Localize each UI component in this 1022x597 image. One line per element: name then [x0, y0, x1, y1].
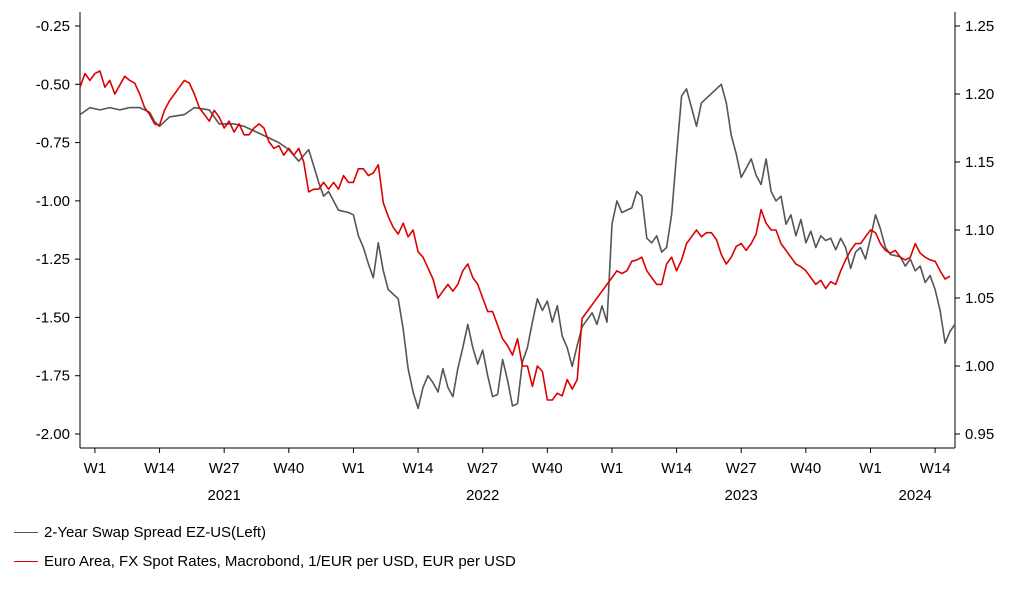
left-tick-label: -1.50: [36, 309, 70, 326]
x-tick-label: W1: [601, 460, 624, 477]
left-axis: -0.25 -0.50 -0.75 -1.00 -1.25 -1.50 -1.75 -2.00: [36, 12, 81, 448]
series-line-swap-spread: [79, 83, 956, 410]
right-tick-label: 1.00: [965, 358, 994, 375]
legend-label-swap-spread: 2-Year Swap Spread EZ-US(Left): [44, 524, 267, 541]
legend-label-fx-spot: Euro Area, FX Spot Rates, Macrobond, 1/E…: [44, 553, 516, 570]
x-tick-label: W14: [920, 460, 951, 477]
x-tick-label: W14: [661, 460, 692, 477]
x-year-label: 2023: [725, 487, 758, 504]
x-tick-label: W14: [144, 460, 175, 477]
x-year-label: 2024: [899, 487, 932, 504]
right-tick-label: 1.25: [965, 18, 994, 35]
right-tick-label: 0.95: [965, 426, 994, 443]
left-tick-label: -1.75: [36, 368, 70, 385]
x-tick-label: W27: [467, 460, 498, 477]
right-tick-label: 1.10: [965, 222, 994, 239]
legend-swatch-swap-spread: [14, 532, 38, 533]
legend-item-fx-spot: Euro Area, FX Spot Rates, Macrobond, 1/E…: [14, 553, 516, 570]
right-axis: 1.25 1.20 1.15 1.10 1.05 1.00 0.95: [954, 12, 994, 448]
x-tick-label: W40: [790, 460, 821, 477]
series-line-fx-spot: [79, 70, 951, 401]
x-tick-label: W1: [859, 460, 882, 477]
left-tick-label: -1.25: [36, 251, 70, 268]
right-tick-label: 1.15: [965, 154, 994, 171]
left-tick-label: -0.50: [36, 76, 70, 93]
left-tick-label: -2.00: [36, 426, 70, 443]
right-tick-label: 1.05: [965, 290, 994, 307]
x-tick-label: W27: [209, 460, 240, 477]
x-year-label: 2021: [207, 487, 240, 504]
x-tick-label: W1: [84, 460, 107, 477]
left-tick-label: -1.00: [36, 193, 70, 210]
x-tick-label: W40: [532, 460, 563, 477]
legend-item-swap-spread: 2-Year Swap Spread EZ-US(Left): [14, 524, 266, 541]
x-tick-label: W14: [403, 460, 434, 477]
x-tick-label: W27: [726, 460, 757, 477]
x-axis: W1 W14 W27 W40 W1 W14 W27 W40 W1 W14 W27 W40 W1 W14 20…: [80, 447, 955, 504]
x-tick-label: W1: [342, 460, 365, 477]
left-tick-label: -0.75: [36, 135, 70, 152]
x-year-label: 2022: [466, 487, 499, 504]
left-tick-label: -0.25: [36, 18, 70, 35]
legend-swatch-fx-spot: [14, 561, 38, 562]
right-tick-label: 1.20: [965, 86, 994, 103]
x-tick-label: W40: [273, 460, 304, 477]
series-lines: [79, 70, 956, 410]
